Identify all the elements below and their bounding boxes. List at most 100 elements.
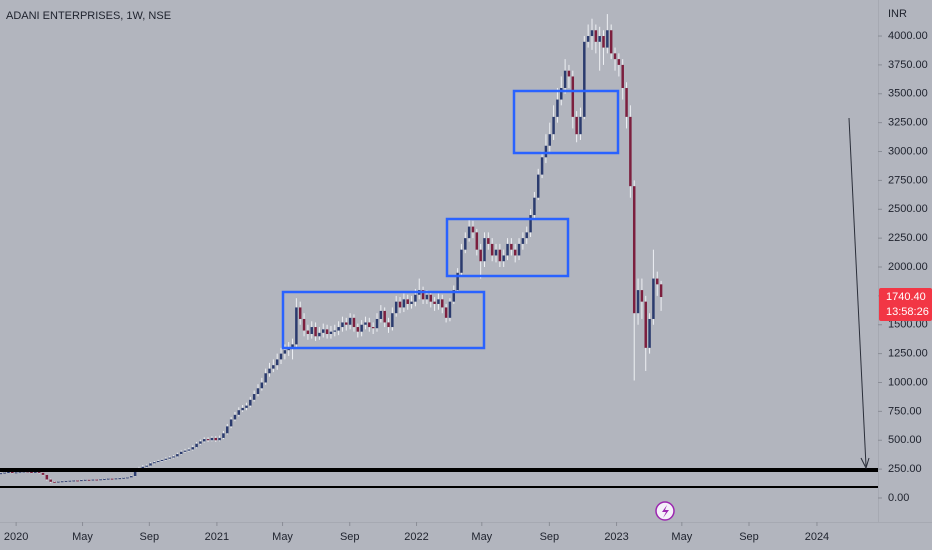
candle-body (540, 157, 544, 175)
x-tick-label: Sep (140, 531, 160, 543)
x-tick-label: May (72, 531, 93, 543)
candle-body (644, 301, 647, 348)
y-tick-label: 2250.00 (888, 232, 928, 244)
candle-body (156, 461, 160, 463)
candle-body (590, 30, 594, 37)
candle-body (318, 332, 321, 337)
candle-body (103, 478, 106, 480)
range-box (281, 290, 486, 350)
candle-body (226, 426, 229, 434)
candle-body (548, 134, 552, 146)
candle-body (490, 243, 494, 256)
y-tick-label: 2500.00 (888, 203, 928, 215)
candle-body (64, 480, 68, 482)
candle-body (30, 471, 33, 473)
candle-body (563, 70, 567, 89)
candle-body (191, 447, 194, 450)
y-tick-label: 0.00 (888, 492, 909, 504)
candle-body (179, 451, 183, 455)
range-box (445, 217, 570, 278)
candle-body (279, 353, 283, 360)
candle-body (621, 64, 624, 89)
candle-body (629, 116, 632, 187)
candle-body (76, 480, 79, 482)
candle-body (122, 477, 125, 479)
candle-body (260, 382, 264, 389)
candle-body (448, 301, 452, 318)
y-tick-label: 500.00 (888, 434, 922, 446)
candle-body (99, 479, 102, 481)
candle-body (483, 238, 486, 262)
candle-body (437, 299, 440, 304)
candle-body (341, 322, 344, 328)
x-tick-label: 2022 (404, 531, 428, 543)
candle-body (322, 329, 325, 333)
candle-body (598, 36, 601, 42)
candle-body (352, 317, 356, 328)
x-tick-label: May (671, 531, 692, 543)
candle-body (433, 301, 436, 304)
candle-body (525, 232, 528, 239)
candle-body (145, 465, 148, 467)
x-tick-label: Sep (739, 531, 759, 543)
candle-body (72, 480, 75, 482)
y-tick-label: 2000.00 (888, 261, 928, 273)
candle-body (160, 459, 164, 462)
candle-body (218, 437, 221, 441)
candle-body (245, 405, 248, 408)
candle-body (199, 441, 202, 444)
y-tick-label: 3000.00 (888, 145, 928, 157)
candle-body (114, 478, 118, 480)
candle-body (368, 322, 371, 328)
y-tick-label: 1500.00 (888, 319, 928, 331)
candle-body (402, 299, 406, 308)
candle-body (479, 249, 482, 262)
candle-body (586, 36, 590, 42)
candle-body (302, 318, 306, 331)
event-icon[interactable] (655, 501, 675, 521)
x-tick-label: May (272, 531, 293, 543)
candle-body (356, 327, 360, 332)
candle-body (632, 186, 636, 314)
candle-body (202, 439, 206, 442)
candle-body (371, 327, 375, 329)
candle-body (172, 456, 175, 458)
x-tick-label: 2024 (805, 531, 829, 543)
candle-body (256, 388, 260, 395)
candle-body (606, 30, 609, 48)
currency-label: INR (888, 8, 907, 20)
candle-body (460, 249, 463, 273)
candle-body (164, 458, 168, 460)
candle-body (126, 477, 129, 479)
candle-body (471, 226, 475, 233)
candle-body (656, 278, 659, 285)
candle-body (517, 243, 521, 256)
candle-body (533, 197, 536, 216)
candle-body (0, 473, 3, 475)
candle-body (383, 310, 386, 323)
candle-body (513, 249, 517, 256)
last-price-badge (879, 287, 932, 321)
candle-body (110, 478, 114, 480)
candle-body (53, 481, 56, 483)
candle-body (272, 365, 275, 369)
candle-body (34, 471, 37, 473)
x-tick-label: May (471, 531, 492, 543)
candle-body (57, 481, 60, 483)
candles (0, 14, 663, 483)
candle-body (149, 463, 152, 466)
candle-body (552, 116, 555, 135)
candle-body (467, 226, 471, 239)
candle-body (394, 301, 398, 314)
y-tick-label: 2750.00 (888, 174, 928, 186)
arrow-head (860, 457, 870, 470)
candle-body (421, 290, 425, 300)
candle-body (310, 327, 313, 334)
candle-body (529, 215, 532, 233)
candle-body (375, 318, 379, 329)
y-tick-label: 750.00 (888, 405, 922, 417)
candle-body (80, 480, 83, 482)
x-tick-label: 2021 (205, 531, 229, 543)
